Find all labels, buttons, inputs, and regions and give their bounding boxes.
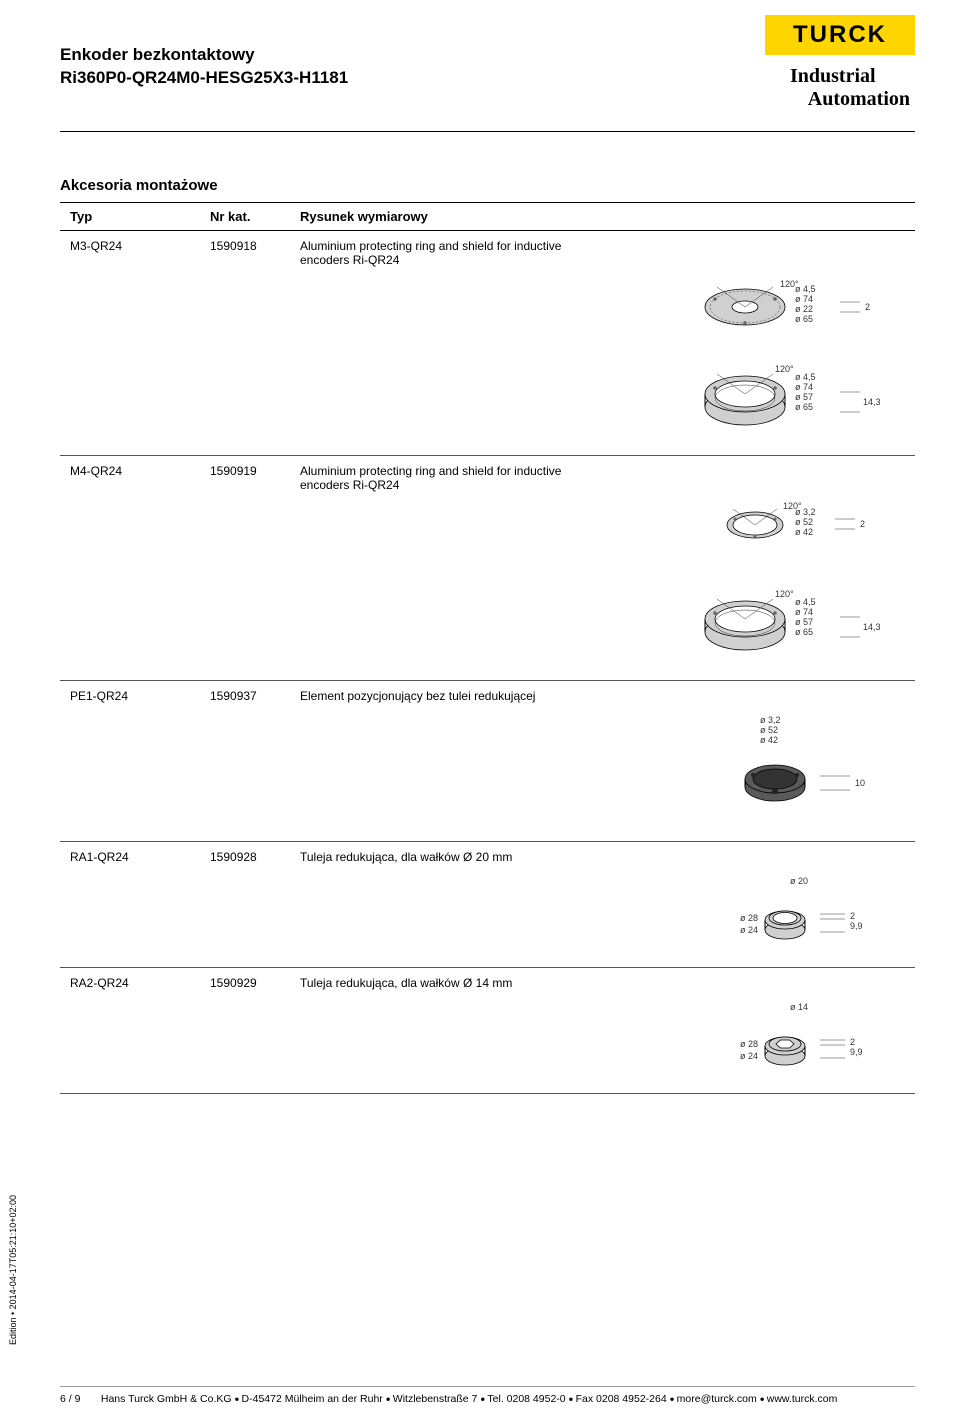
- cell-desc: Aluminium protecting ring and shield for…: [300, 464, 580, 492]
- cell-drawing: Aluminium protecting ring and shield for…: [290, 456, 915, 681]
- svg-text:ø 42: ø 42: [795, 527, 813, 537]
- cell-type: RA2-QR24: [60, 968, 200, 1094]
- svg-text:ø 57: ø 57: [795, 617, 813, 627]
- cell-type: RA1-QR24: [60, 842, 200, 968]
- cell-cat: 1590928: [200, 842, 290, 968]
- svg-text:2: 2: [850, 1037, 855, 1047]
- svg-text:ø 74: ø 74: [795, 607, 813, 617]
- svg-text:9,9: 9,9: [850, 1047, 863, 1057]
- drawing-pe1: ø 3,2 ø 52 ø 42: [625, 708, 885, 828]
- table-row: RA1-QR24 1590928 Tuleja redukująca, dla …: [60, 842, 915, 968]
- cell-desc: Tuleja redukująca, dla wałków Ø 20 mm: [300, 850, 580, 864]
- footer-address: D-45472 Mülheim an der Ruhr: [242, 1393, 383, 1405]
- edition-text: Edition • 2014-04-17T05:21:10+02:00: [8, 1195, 18, 1345]
- col-header-drawing: Rysunek wymiarowy: [290, 203, 915, 231]
- svg-text:ø 42: ø 42: [760, 735, 778, 745]
- footer-email: more@turck.com: [677, 1393, 757, 1405]
- footer-page: 6 / 9: [60, 1393, 80, 1405]
- cell-desc: Aluminium protecting ring and shield for…: [300, 239, 580, 267]
- cell-drawing: Element pozycjonujący bez tulei redukują…: [290, 681, 915, 842]
- footer-fax: Fax 0208 4952-264: [576, 1393, 667, 1405]
- svg-text:10: 10: [855, 778, 865, 788]
- svg-text:ø 4,5: ø 4,5: [795, 597, 816, 607]
- cell-drawing: Tuleja redukująca, dla wałków Ø 14 mm ø …: [290, 968, 915, 1094]
- table-row: PE1-QR24 1590937 Element pozycjonujący b…: [60, 681, 915, 842]
- subtitle-industrial: Industrial: [765, 65, 915, 88]
- footer-tel: Tel. 0208 4952-0: [487, 1393, 565, 1405]
- svg-text:ø 57: ø 57: [795, 392, 813, 402]
- logo-text: TURCK: [793, 21, 887, 48]
- svg-text:ø 65: ø 65: [795, 402, 813, 412]
- table-row: RA2-QR24 1590929 Tuleja redukująca, dla …: [60, 968, 915, 1094]
- svg-text:2: 2: [865, 302, 870, 312]
- drawing-m3: 120° ø 4,5 ø 74 ø 22 ø 65 2: [625, 272, 885, 452]
- svg-text:14,3: 14,3: [863, 397, 881, 407]
- cell-cat: 1590918: [200, 231, 290, 456]
- footer-street: Witzlebenstraße 7: [393, 1393, 478, 1405]
- cell-desc: Tuleja redukująca, dla wałków Ø 14 mm: [300, 976, 580, 990]
- svg-text:120°: 120°: [775, 364, 794, 374]
- svg-text:ø 65: ø 65: [795, 314, 813, 324]
- svg-text:2: 2: [860, 519, 865, 529]
- title-line-1: Enkoder bezkontaktowy: [60, 45, 348, 65]
- svg-text:2: 2: [850, 911, 855, 921]
- title-line-2: Ri360P0-QR24M0-HESG25X3-H1181: [60, 68, 348, 88]
- page-footer: 6 / 9 Hans Turck GmbH & Co.KG ● D-45472 …: [60, 1386, 915, 1405]
- table-row: M3-QR24 1590918 Aluminium protecting rin…: [60, 231, 915, 456]
- cell-cat: 1590919: [200, 456, 290, 681]
- footer-web: www.turck.com: [767, 1393, 838, 1405]
- svg-text:ø 65: ø 65: [795, 627, 813, 637]
- cell-drawing: Aluminium protecting ring and shield for…: [290, 231, 915, 456]
- svg-text:ø 24: ø 24: [740, 925, 758, 935]
- col-header-type: Typ: [60, 203, 200, 231]
- svg-text:9,9: 9,9: [850, 921, 863, 931]
- col-header-cat: Nr kat.: [200, 203, 290, 231]
- table-row-empty: [60, 1094, 915, 1154]
- svg-text:ø 28: ø 28: [740, 1039, 758, 1049]
- svg-text:ø 74: ø 74: [795, 294, 813, 304]
- page-header: Enkoder bezkontaktowy Ri360P0-QR24M0-HES…: [60, 40, 915, 132]
- cell-type: M4-QR24: [60, 456, 200, 681]
- svg-text:14,3: 14,3: [863, 622, 881, 632]
- svg-text:ø 20: ø 20: [790, 876, 808, 886]
- subtitle-automation: Automation: [765, 88, 915, 111]
- svg-text:ø 52: ø 52: [795, 517, 813, 527]
- drawing-m4: 120° ø 3,2 ø 52 ø 42 2: [625, 497, 885, 677]
- accessories-table: Typ Nr kat. Rysunek wymiarowy M3-QR24 15…: [60, 202, 915, 1154]
- svg-text:120°: 120°: [775, 589, 794, 599]
- svg-text:ø 74: ø 74: [795, 382, 813, 392]
- svg-text:ø 14: ø 14: [790, 1002, 808, 1012]
- logo-bar: TURCK: [765, 15, 915, 55]
- svg-text:ø 24: ø 24: [740, 1051, 758, 1061]
- section-title: Akcesoria montażowe: [60, 177, 915, 194]
- table-row: M4-QR24 1590919 Aluminium protecting rin…: [60, 456, 915, 681]
- cell-type: M3-QR24: [60, 231, 200, 456]
- cell-drawing: Tuleja redukująca, dla wałków Ø 20 mm ø …: [290, 842, 915, 968]
- svg-text:ø 28: ø 28: [740, 913, 758, 923]
- svg-text:ø 22: ø 22: [795, 304, 813, 314]
- svg-text:ø 3,2: ø 3,2: [795, 507, 816, 517]
- svg-text:ø 4,5: ø 4,5: [795, 372, 816, 382]
- cell-cat: 1590929: [200, 968, 290, 1094]
- drawing-ra2: ø 14 ø 28 ø 24: [625, 995, 885, 1085]
- cell-desc: Element pozycjonujący bez tulei redukują…: [300, 689, 580, 703]
- drawing-ra1: ø 20 ø 28 ø 24: [625, 869, 885, 959]
- cell-cat: 1590937: [200, 681, 290, 842]
- svg-text:ø 52: ø 52: [760, 725, 778, 735]
- svg-text:ø 4,5: ø 4,5: [795, 284, 816, 294]
- cell-type: PE1-QR24: [60, 681, 200, 842]
- svg-text:ø 3,2: ø 3,2: [760, 715, 781, 725]
- footer-company: Hans Turck GmbH & Co.KG: [101, 1393, 232, 1405]
